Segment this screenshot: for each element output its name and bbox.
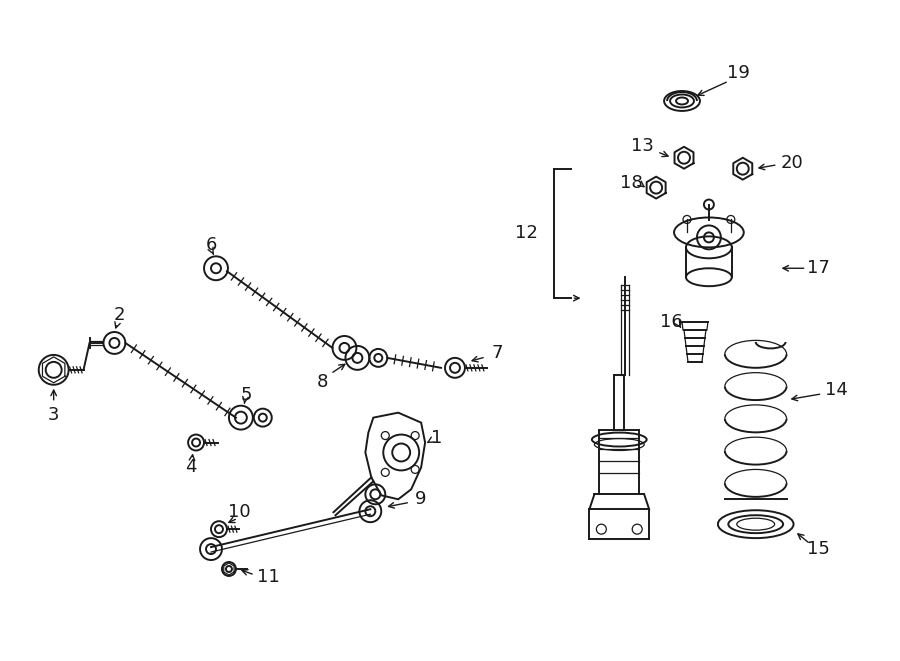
Text: 11: 11	[257, 568, 280, 586]
Text: 9: 9	[414, 490, 426, 508]
Text: 13: 13	[631, 137, 653, 155]
Text: 15: 15	[807, 540, 830, 558]
Text: 16: 16	[660, 313, 682, 331]
Text: 14: 14	[825, 381, 848, 399]
Text: 4: 4	[185, 459, 197, 477]
Text: 20: 20	[780, 154, 803, 172]
Text: 18: 18	[620, 174, 643, 192]
Text: 8: 8	[317, 373, 328, 391]
Text: 3: 3	[48, 406, 59, 424]
Text: 19: 19	[727, 64, 751, 82]
Text: 12: 12	[515, 225, 538, 243]
Text: 10: 10	[228, 503, 250, 522]
Text: 17: 17	[807, 259, 830, 277]
Text: 2: 2	[113, 306, 125, 324]
Text: 7: 7	[491, 344, 502, 362]
Text: 1: 1	[431, 428, 443, 447]
Text: 5: 5	[240, 386, 252, 404]
Text: 6: 6	[205, 237, 217, 254]
